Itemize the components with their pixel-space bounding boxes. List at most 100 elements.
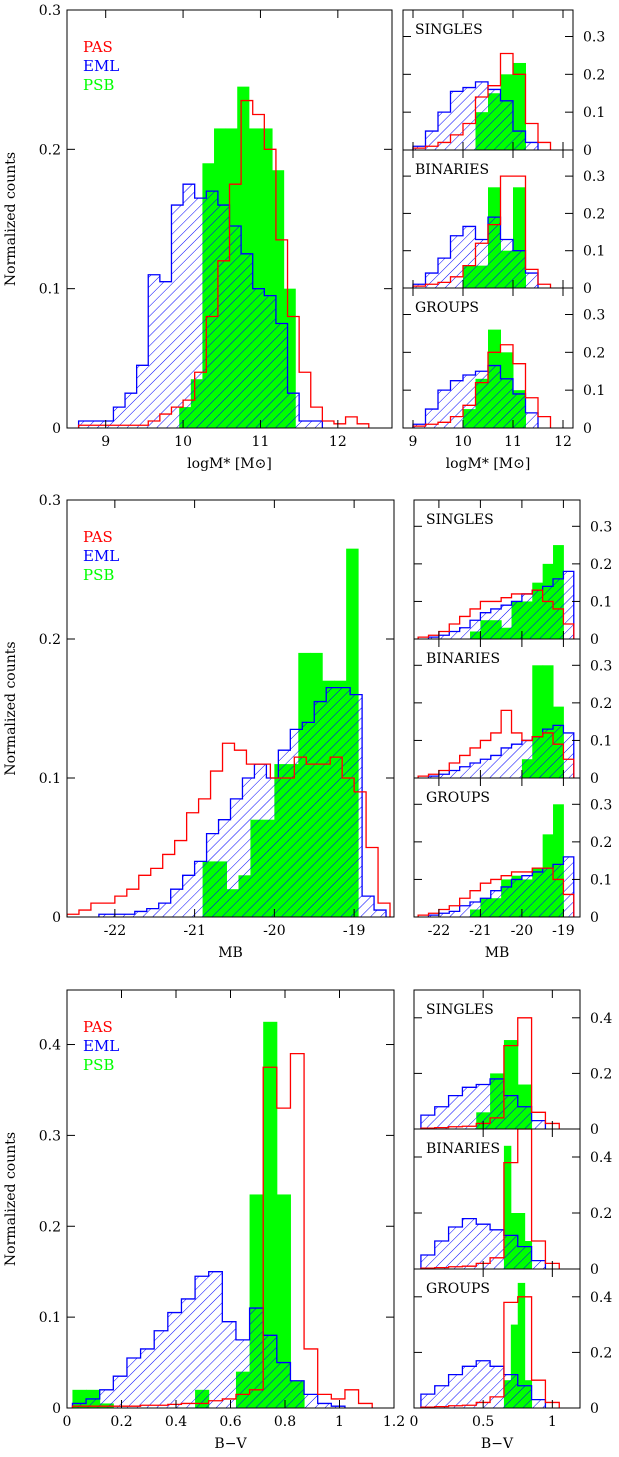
x-tick-label: 10 bbox=[454, 434, 472, 450]
legend-item-EML: EML bbox=[83, 1037, 119, 1055]
y-tick-label: 0 bbox=[52, 421, 61, 437]
y-tick-label: 0.3 bbox=[583, 169, 605, 185]
y-tick-label: 0.2 bbox=[590, 1345, 612, 1361]
panel-label: GROUPS bbox=[426, 1281, 490, 1297]
series-PAS bbox=[77, 99, 370, 428]
legend-item-EML: EML bbox=[83, 547, 119, 565]
bar-EML bbox=[480, 759, 491, 778]
outline-PAS bbox=[67, 742, 391, 917]
bar-EML bbox=[374, 910, 387, 917]
y-tick-label: 0.1 bbox=[583, 105, 605, 121]
x-tick-label: 12 bbox=[554, 434, 572, 450]
bar-PSB bbox=[276, 1194, 291, 1408]
x-tick-label: -19 bbox=[552, 923, 575, 939]
bar-EML bbox=[525, 412, 538, 428]
outline-EML bbox=[412, 216, 539, 288]
x-tick-label: 1.2 bbox=[383, 1414, 405, 1430]
bar-EML bbox=[490, 890, 502, 917]
bar-EML bbox=[331, 1406, 345, 1408]
y-tick-label: 0.3 bbox=[583, 307, 605, 323]
bar-EML bbox=[113, 1376, 127, 1408]
bar-EML bbox=[475, 371, 488, 428]
x-tick-label: 0.4 bbox=[165, 1414, 187, 1430]
outline-EML bbox=[98, 687, 387, 917]
y-tick-label: 0.3 bbox=[39, 1128, 61, 1144]
plot-area bbox=[71, 1021, 373, 1408]
bar-EML bbox=[428, 915, 439, 917]
plot-area bbox=[67, 548, 391, 917]
bar-EML bbox=[181, 1298, 196, 1408]
y-tick-label: 0.3 bbox=[583, 29, 605, 45]
bar-EML bbox=[450, 91, 463, 150]
bar-EML bbox=[136, 365, 149, 428]
bar-EML bbox=[125, 393, 137, 428]
panel-mb_groups: -22 -21 -20 -19 0 0.1 0.2 0.3 MB GROUPS bbox=[413, 777, 612, 961]
series-PAS bbox=[412, 344, 552, 428]
bar-EML bbox=[148, 274, 160, 428]
bar-EML bbox=[449, 770, 460, 778]
series-PAS bbox=[420, 1017, 560, 1129]
bar-EML bbox=[480, 898, 491, 917]
bar-EML bbox=[462, 1366, 477, 1408]
outline-EML bbox=[420, 1078, 547, 1129]
bar-EML bbox=[86, 1398, 100, 1408]
series-EML bbox=[420, 1078, 547, 1129]
bar-EML bbox=[513, 131, 526, 150]
bar-EML bbox=[206, 833, 219, 917]
bar-EML bbox=[206, 191, 218, 428]
panel-label: SINGLES bbox=[415, 22, 483, 38]
bar-EML bbox=[470, 762, 481, 778]
bar-EML bbox=[476, 1360, 491, 1408]
bar-EML bbox=[448, 1095, 463, 1129]
bar-EML bbox=[217, 205, 230, 428]
bar-EML bbox=[490, 755, 502, 778]
bar-EML bbox=[488, 89, 501, 150]
bar-EML bbox=[90, 421, 102, 428]
series-PAS bbox=[420, 1296, 560, 1408]
plot-area bbox=[417, 545, 575, 639]
y-tick-label: 0.1 bbox=[583, 383, 605, 399]
bar-EML bbox=[420, 1115, 435, 1129]
bar-EML bbox=[287, 393, 300, 428]
y-tick-label: 0.4 bbox=[39, 1038, 61, 1054]
bar-EML bbox=[542, 586, 554, 639]
panel-label: SINGLES bbox=[426, 1002, 494, 1018]
y-tick-label: 0 bbox=[583, 421, 592, 437]
y-tick-label: 0.2 bbox=[583, 67, 605, 83]
bar-PSB bbox=[513, 62, 526, 150]
bar-EML bbox=[252, 288, 265, 428]
bar-EML bbox=[459, 905, 471, 917]
panel-mb_singles: 0 0.1 0.2 0.3 SINGLES bbox=[413, 499, 612, 648]
x-tick-label: -19 bbox=[343, 923, 366, 939]
y-tick-label: 0.2 bbox=[583, 206, 605, 222]
y-tick-label: 0 bbox=[52, 910, 61, 926]
bar-EML bbox=[434, 1241, 449, 1269]
bar-EML bbox=[249, 1308, 264, 1408]
bar-EML bbox=[299, 421, 311, 428]
bar-EML bbox=[470, 620, 481, 639]
bar-EML bbox=[218, 819, 231, 917]
y-tick-label: 0 bbox=[583, 281, 592, 297]
bar-PSB bbox=[263, 1021, 278, 1408]
bar-EML bbox=[475, 239, 488, 288]
panel-mb_binaries: 0 0.1 0.2 0.3 BINARIES bbox=[413, 638, 612, 787]
series-EML bbox=[427, 724, 575, 778]
x-tick-label: 12 bbox=[329, 434, 347, 450]
x-axis-label: logM* [M⊙] bbox=[446, 456, 531, 472]
y-tick-label: 0 bbox=[590, 1262, 599, 1278]
panel-mass_singles: 0 0.1 0.2 0.3 SINGLES bbox=[402, 9, 605, 159]
y-tick-label: 0.2 bbox=[39, 142, 61, 158]
bar-EML bbox=[425, 409, 438, 428]
bar-EML bbox=[140, 1348, 155, 1408]
bar-EML bbox=[563, 732, 574, 778]
bar-EML bbox=[229, 225, 242, 428]
bar-EML bbox=[310, 421, 323, 428]
bar-EML bbox=[122, 914, 135, 917]
y-tick-label: 0.2 bbox=[590, 1066, 612, 1082]
bar-EML bbox=[208, 1271, 223, 1408]
bar-EML bbox=[511, 879, 522, 917]
axes-frame bbox=[413, 777, 581, 918]
bar-EML bbox=[542, 729, 554, 778]
bar-EML bbox=[500, 100, 513, 150]
